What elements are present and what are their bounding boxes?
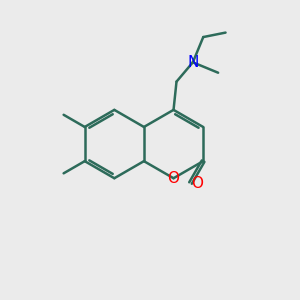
Text: N: N <box>187 55 199 70</box>
Text: O: O <box>191 176 203 190</box>
Text: O: O <box>167 171 179 186</box>
